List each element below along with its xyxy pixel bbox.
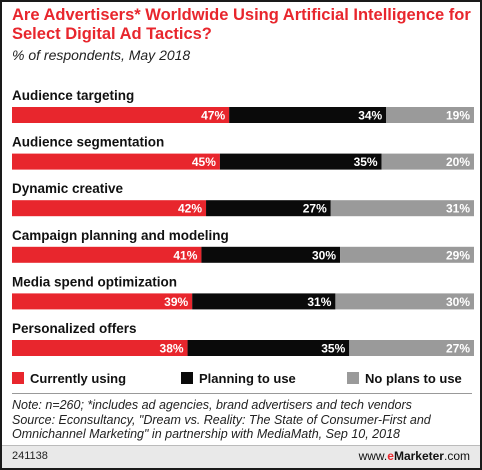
data-label-planning-to-use: 31% — [307, 295, 331, 309]
legend-label-no-plans-to-use: No plans to use — [365, 370, 462, 386]
category-label: Personalized offers — [12, 321, 137, 336]
legend-swatch-no-plans-to-use — [347, 372, 359, 384]
bar-segment-planning-to-use — [219, 153, 382, 170]
bar-segment-planning-to-use — [187, 340, 350, 356]
bar-segment-planning-to-use — [229, 107, 387, 123]
bar-segment-planning-to-use — [206, 200, 331, 217]
chart-id: 241138 — [12, 450, 48, 462]
category-label: Media spend optimization — [12, 274, 177, 289]
bar-segment-currently-using — [12, 340, 188, 356]
brand-e: e — [387, 449, 394, 463]
source-text: Source: Econsultancy, "Dream vs. Reality… — [12, 412, 431, 442]
brand-suffix: .com — [443, 449, 470, 463]
bar-segment-currently-using — [12, 153, 220, 170]
data-label-currently-using: 41% — [173, 248, 197, 262]
legend-item-no-plans-to-use: No plans to use — [347, 369, 462, 387]
data-label-planning-to-use: 35% — [354, 155, 378, 169]
category-label: Audience segmentation — [12, 135, 164, 150]
legend-label-planning-to-use: Planning to use — [199, 370, 296, 386]
brand-main: Marketer — [393, 449, 444, 463]
data-label-planning-to-use: 34% — [358, 109, 382, 123]
bar-segment-currently-using — [12, 246, 202, 263]
bar-segment-no-plans-to-use — [386, 107, 474, 123]
category-label: Dynamic creative — [12, 181, 124, 196]
data-label-currently-using: 45% — [192, 155, 216, 169]
data-label-currently-using: 42% — [178, 202, 202, 216]
data-label-no-plans-to-use: 27% — [446, 342, 470, 356]
legend-swatch-planning-to-use — [181, 372, 193, 384]
data-label-no-plans-to-use: 19% — [446, 109, 470, 123]
bar-segment-no-plans-to-use — [335, 293, 474, 310]
bar-segment-planning-to-use — [192, 293, 336, 310]
note-text: Note: n=260; *includes ad agencies, bran… — [12, 398, 412, 412]
chart-legend: Currently using Planning to use No plans… — [12, 369, 474, 387]
bar-segment-currently-using — [12, 293, 193, 310]
category-label: Audience targeting — [12, 88, 134, 103]
data-label-currently-using: 47% — [201, 109, 225, 123]
bar-segment-no-plans-to-use — [330, 200, 474, 217]
data-label-no-plans-to-use: 30% — [446, 295, 470, 309]
note-divider — [12, 393, 472, 394]
legend-label-currently-using: Currently using — [30, 370, 127, 386]
bar-segment-no-plans-to-use — [349, 340, 474, 356]
data-label-currently-using: 39% — [164, 295, 188, 309]
bar-segment-planning-to-use — [201, 246, 341, 263]
chart-subtitle: % of respondents, May 2018 — [12, 47, 191, 63]
emarketer-logo: www.eMarketer.com — [359, 449, 470, 463]
data-label-no-plans-to-use: 20% — [446, 155, 470, 169]
bar-segment-no-plans-to-use — [340, 246, 474, 263]
data-label-planning-to-use: 27% — [303, 202, 327, 216]
legend-item-planning-to-use: Planning to use — [181, 369, 296, 387]
data-label-no-plans-to-use: 29% — [446, 248, 470, 262]
bar-segment-currently-using — [12, 107, 230, 123]
data-label-currently-using: 38% — [160, 342, 184, 356]
chart-footer: 241138 www.eMarketer.com — [2, 445, 480, 468]
bar-segment-currently-using — [12, 200, 207, 217]
legend-swatch-currently-using — [12, 372, 24, 384]
chart-title: Are Advertisers* Worldwide Using Artific… — [12, 6, 471, 43]
bar-segment-no-plans-to-use — [381, 153, 474, 170]
brand-prefix: www. — [358, 449, 388, 463]
data-label-planning-to-use: 30% — [312, 248, 336, 262]
legend-item-currently-using: Currently using — [12, 369, 126, 387]
data-label-planning-to-use: 35% — [321, 342, 345, 356]
chart-notes: Note: n=260; *includes ad agencies, bran… — [12, 398, 476, 442]
category-label: Campaign planning and modeling — [12, 228, 229, 243]
data-label-no-plans-to-use: 31% — [446, 202, 470, 216]
